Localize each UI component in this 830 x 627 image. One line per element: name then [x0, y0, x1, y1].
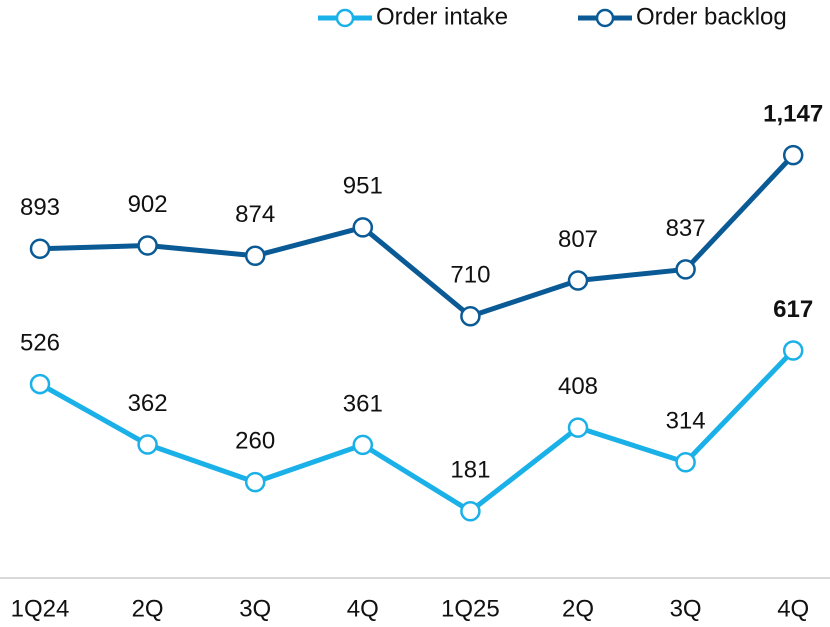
- x-tick-label: 2Q: [562, 595, 594, 622]
- data-label: 617: [773, 296, 813, 323]
- point-marker: [460, 501, 481, 522]
- x-tick-label: 2Q: [132, 595, 164, 622]
- point-marker: [29, 373, 51, 395]
- point-marker: [29, 238, 51, 260]
- data-label: 361: [343, 390, 383, 417]
- x-tick-label: 1Q25: [441, 595, 500, 622]
- legend-marker: [595, 8, 615, 28]
- x-tick-label: 4Q: [777, 595, 809, 622]
- data-label: 260: [235, 427, 275, 454]
- point-marker: [244, 471, 266, 493]
- data-label: 314: [666, 408, 706, 435]
- data-label: 710: [450, 262, 490, 289]
- data-label: 874: [235, 201, 275, 228]
- data-label: 807: [558, 226, 598, 253]
- x-tick-label: 3Q: [670, 595, 702, 622]
- point-marker: [460, 305, 481, 327]
- data-label: 951: [343, 173, 383, 200]
- point-marker: [137, 235, 158, 256]
- data-label: 526: [20, 329, 60, 356]
- x-tick-label: 3Q: [239, 595, 271, 622]
- data-label: 408: [558, 373, 598, 400]
- point-marker: [675, 259, 696, 280]
- data-label: 181: [450, 457, 490, 484]
- data-label: 902: [128, 191, 168, 218]
- legend-label: Order intake: [376, 3, 508, 30]
- point-marker: [567, 417, 589, 438]
- legend-label: Order backlog: [636, 3, 787, 30]
- legend-marker: [335, 8, 355, 28]
- point-marker: [567, 270, 589, 291]
- point-marker: [675, 451, 696, 473]
- series-line: [38, 348, 796, 514]
- point-marker: [352, 217, 374, 238]
- data-label: 362: [128, 390, 168, 417]
- series-line: [39, 153, 796, 319]
- point-marker: [352, 434, 374, 456]
- x-tick-label: 4Q: [347, 595, 379, 622]
- point-marker: [137, 434, 158, 455]
- point-marker: [782, 340, 804, 361]
- point-marker: [244, 245, 266, 267]
- data-label: 893: [20, 194, 60, 221]
- data-label: 837: [666, 215, 706, 242]
- data-label: 1,147: [763, 100, 823, 127]
- x-tick-label: 1Q24: [11, 595, 70, 622]
- point-marker: [782, 144, 804, 166]
